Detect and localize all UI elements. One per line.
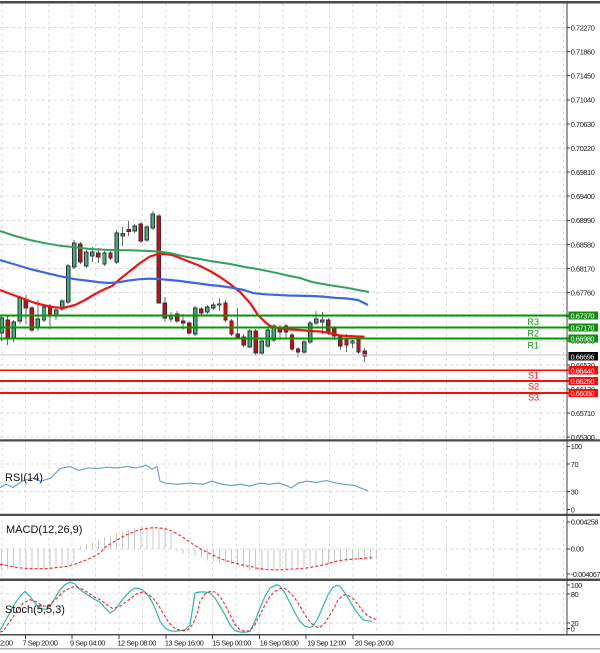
svg-text:15 Sep 00:00: 15 Sep 00:00: [212, 639, 251, 648]
svg-text:0.66530: 0.66530: [571, 361, 595, 370]
svg-text:0.66440: 0.66440: [571, 366, 595, 375]
svg-text:Stoch(5,5,3): Stoch(5,5,3): [5, 604, 65, 616]
svg-text:100: 100: [571, 581, 582, 590]
svg-text:0.71040: 0.71040: [571, 96, 595, 105]
svg-text:20 Sep 20:00: 20 Sep 20:00: [355, 639, 394, 648]
svg-text:0.66050: 0.66050: [571, 389, 595, 398]
svg-text:MACD(12,26,9): MACD(12,26,9): [6, 524, 82, 536]
svg-text:30: 30: [571, 487, 579, 496]
svg-text:0.68170: 0.68170: [571, 264, 595, 273]
svg-text:0.69400: 0.69400: [571, 192, 595, 201]
svg-text:0.71860: 0.71860: [571, 48, 595, 57]
svg-text:0: 0: [571, 505, 575, 514]
svg-text:0.71450: 0.71450: [571, 72, 595, 81]
svg-text:70: 70: [571, 460, 579, 469]
svg-text:20: 20: [571, 619, 579, 628]
svg-text:S2: S2: [528, 381, 539, 391]
svg-text:0.70220: 0.70220: [571, 144, 595, 153]
svg-text:0.65710: 0.65710: [571, 409, 595, 418]
svg-text:19 Sep 12:00: 19 Sep 12:00: [307, 639, 346, 648]
svg-text:R2: R2: [527, 329, 539, 339]
svg-text:0.67370: 0.67370: [571, 312, 595, 321]
svg-text:0.004258: 0.004258: [571, 518, 599, 527]
svg-text:16 Sep 08:00: 16 Sep 08:00: [260, 639, 299, 648]
svg-text:0.00: 0.00: [571, 545, 584, 554]
svg-text:0.68580: 0.68580: [571, 240, 595, 249]
svg-text:0.70630: 0.70630: [571, 120, 595, 129]
svg-text:9 Sep 04:00: 9 Sep 04:00: [70, 639, 105, 648]
svg-text:100: 100: [571, 442, 582, 451]
svg-text:0.69810: 0.69810: [571, 168, 595, 177]
svg-text:0.66696: 0.66696: [571, 352, 595, 361]
svg-text:0: 0: [571, 624, 575, 633]
svg-text:0.65300: 0.65300: [571, 433, 595, 442]
svg-text:-0.004067: -0.004067: [571, 570, 600, 579]
svg-text:R1: R1: [527, 340, 539, 350]
svg-text:0.68990: 0.68990: [571, 216, 595, 225]
svg-text:0.72270: 0.72270: [571, 23, 595, 32]
svg-text:12 Sep 08:00: 12 Sep 08:00: [117, 639, 156, 648]
svg-text:S3: S3: [528, 393, 539, 403]
svg-text:RSI(14): RSI(14): [5, 472, 43, 484]
svg-text:0.67760: 0.67760: [571, 289, 595, 298]
svg-text:S1: S1: [528, 370, 539, 380]
svg-text:0.66980: 0.66980: [571, 335, 595, 344]
svg-text:R3: R3: [527, 317, 539, 327]
svg-text:13 Sep 16:00: 13 Sep 16:00: [165, 639, 204, 648]
svg-text:0.66250: 0.66250: [571, 377, 595, 386]
svg-text:0.67170: 0.67170: [571, 324, 595, 333]
svg-text:7 Sep 20:00: 7 Sep 20:00: [23, 639, 58, 648]
svg-text:2:00: 2:00: [0, 639, 13, 648]
svg-text:80: 80: [571, 590, 579, 599]
